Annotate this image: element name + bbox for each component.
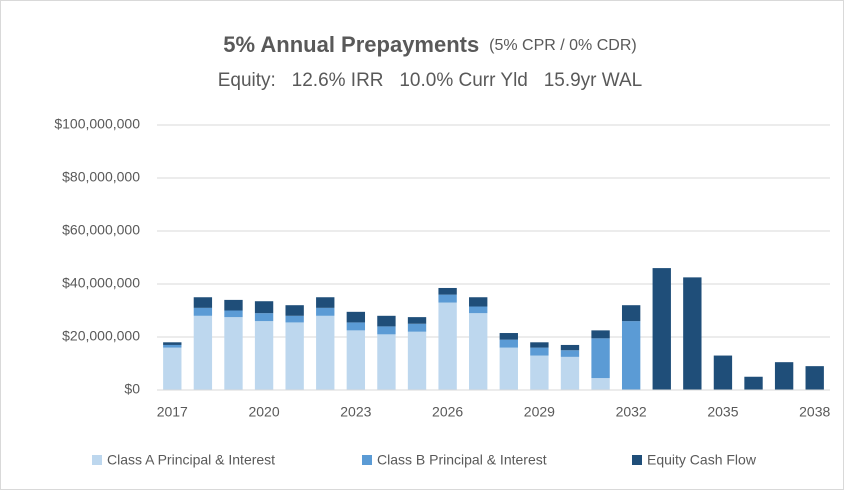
bar-segment [530,342,549,348]
bar-segment [254,313,274,322]
legend-swatch [632,455,642,465]
bar-segment [254,321,274,390]
bar-segment [285,322,304,390]
bar-segment [163,344,182,348]
bar-segment [683,277,702,390]
bar-segment [377,315,396,327]
bar-segment [254,301,274,314]
legend-swatch [92,455,102,465]
bar-segment [499,347,518,390]
bar-segment [591,378,610,390]
legend-swatch [362,455,372,465]
bar-segment [377,334,396,390]
bar-segment [652,268,671,390]
y-tick-label: $40,000,000 [62,275,140,291]
x-tick-label: 2017 [157,404,188,420]
bar-segment [560,356,580,390]
bar-segment [224,317,243,390]
bar-segment [346,330,366,390]
bar-segment [377,326,396,335]
bar-segment [744,376,763,390]
bar-segment [316,297,335,308]
bar-segment [499,333,518,340]
x-tick-label: 2020 [248,404,279,420]
bar-segment [469,306,488,314]
bar-segment [591,338,610,379]
bar-segment [805,366,824,390]
bar-segment [530,355,549,390]
y-tick-label: $80,000,000 [62,169,140,185]
bar-segment [560,344,580,351]
bar-segment [346,322,366,331]
x-tick-label: 2023 [340,404,371,420]
bar-segment [163,342,182,345]
chart-title: 5% Annual Prepayments [223,32,479,57]
x-tick-label: 2029 [524,404,555,420]
bar-segment [621,305,641,322]
chart-title-group: 5% Annual Prepayments (5% CPR / 0% CDR) [223,32,636,57]
bar-segment [530,347,549,356]
bar-segment [407,331,427,390]
bar-segment [193,297,213,308]
legend-label: Equity Cash Flow [647,452,757,468]
bar-segment [469,297,488,307]
bar-segment [224,310,243,318]
bar-segment [560,350,580,357]
bar-segment [193,307,213,316]
chart-title-note: (5% CPR / 0% CDR) [489,37,637,54]
x-tick-label: 2026 [432,404,463,420]
bar-segment [774,362,794,390]
x-tick-label: 2032 [616,404,647,420]
chart-subtitle: Equity: 12.6% IRR 10.0% Curr Yld 15.9yr … [218,70,643,91]
bar-segment [591,330,610,339]
bar-segment [346,311,366,323]
x-tick-label: 2038 [799,404,830,420]
y-tick-label: $0 [124,381,140,397]
bar-segment [621,321,641,390]
bar-segment [285,315,304,323]
bar-segment [285,305,304,316]
bar-segment [224,299,243,311]
bar-segment [469,313,488,390]
bar-segment [163,347,182,390]
bar-segment [499,339,518,348]
bar-segment [713,355,733,390]
legend-label: Class A Principal & Interest [107,452,275,468]
y-tick-label: $60,000,000 [62,222,140,238]
bar-segment [438,287,457,295]
bar-segment [407,323,427,332]
y-tick-label: $100,000,000 [54,116,140,132]
bar-segment [438,302,457,390]
legend-label: Class B Principal & Interest [377,452,547,468]
bar-segment [316,315,335,390]
bar-segment [438,294,457,303]
x-tick-label: 2035 [707,404,738,420]
bar-segment [316,307,335,316]
bar-segment [193,315,213,390]
y-tick-label: $20,000,000 [62,328,140,344]
bar-segment [407,317,427,324]
